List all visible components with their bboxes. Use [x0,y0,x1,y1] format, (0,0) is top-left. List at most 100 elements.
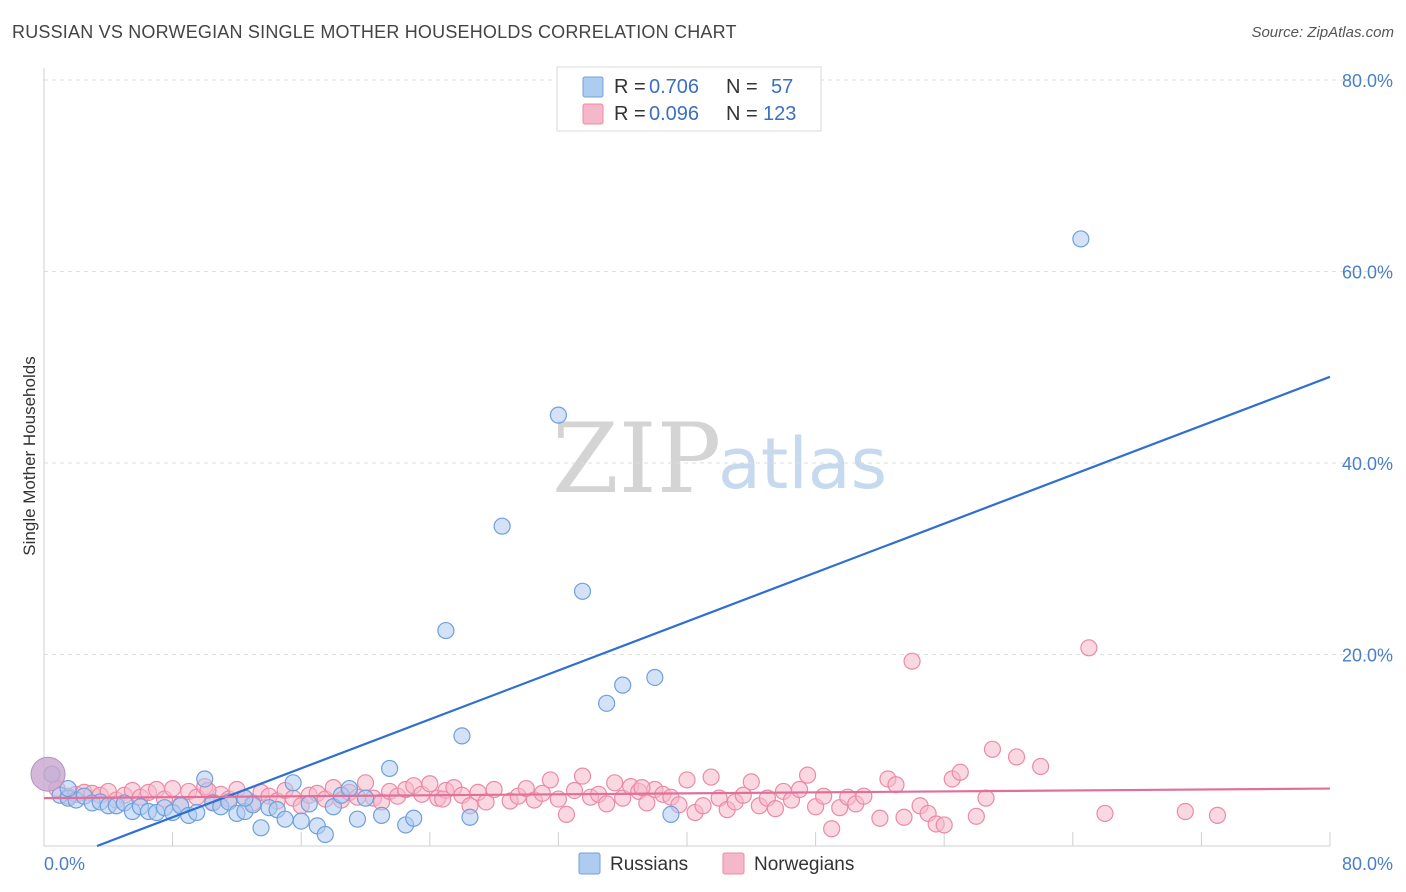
norwegians-point [434,790,452,808]
norwegians-point [798,766,817,784]
norwegians-point [678,771,696,789]
legend-r-label-norwegians: R = [614,103,646,125]
norwegians-point [734,786,752,804]
russians-point [437,621,455,640]
norwegians-point [855,787,873,805]
norwegians-point [598,795,616,813]
russians-point [646,668,664,687]
bottom-legend-swatch-russians [578,852,601,875]
russians-point [461,808,479,826]
norwegians-point [1007,748,1026,766]
x-tick-labels: 0.0% 80.0% [44,854,1393,874]
source-label: Source: ZipAtlas.com [1251,24,1394,41]
russians-point [614,676,632,694]
russians-point [372,806,391,824]
bottom-legend-norwegians: Norwegians [754,854,854,875]
norwegians-point [633,778,651,797]
russians-point [453,727,471,745]
correlation-legend: R = 0.706 N = 57 R = 0.096 N = 123 [556,66,822,132]
y-tick-label: 80.0% [1342,71,1393,91]
norwegians-trend-line [43,787,1331,800]
norwegians-point [1208,806,1227,824]
y-tick-labels: 20.0% 40.0% 60.0% 80.0% [1342,71,1393,666]
norwegians-point [485,780,503,799]
watermark: ZIP atlas [552,403,887,515]
x-tick-label: 80.0% [1342,854,1393,874]
norwegians-point [1096,804,1114,823]
bottom-legend-russians: Russians [610,854,688,875]
norwegians-point [815,787,833,805]
legend-swatch-norwegians [582,103,604,125]
x-minor-ticks [172,832,1331,846]
y-axis-label: Single Mother Households [20,356,39,555]
russians-point [662,805,680,824]
trend-lines [43,375,1331,848]
chart-title: RUSSIAN VS NORWEGIAN SINGLE MOTHER HOUSE… [12,22,737,42]
russians-trend-line [96,375,1331,848]
x-tick-label: 0.0% [44,854,85,874]
norwegians-point [951,763,969,781]
norwegians-point [1176,802,1194,821]
norwegians-point [895,808,913,826]
russians-large-point [30,756,66,792]
norwegians-point [823,820,841,838]
grid-lines [44,79,1392,655]
series-legend: Russians Norwegians [578,852,854,875]
norwegians-point [903,652,921,670]
russians-point [284,774,302,792]
russians-point [276,810,294,828]
y-tick-label: 60.0% [1342,263,1393,283]
norwegians-point [557,805,576,824]
russians-point [1072,230,1090,248]
russians-point [549,406,568,424]
legend-n-value-norwegians: 123 [763,103,796,125]
norwegians-point [421,775,439,793]
legend-r-value-russians: 0.706 [649,76,699,98]
norwegians-point [606,774,624,792]
legend-r-label-russians: R = [614,76,646,98]
y-tick-label: 20.0% [1342,646,1393,666]
legend-r-value-norwegians: 0.096 [649,103,699,125]
russians-point [59,779,77,798]
norwegians-point [1080,639,1098,657]
russians-point [405,809,423,827]
norwegians-point [742,773,760,791]
russians-point [340,779,359,798]
norwegians-point [638,794,656,812]
russians-point [348,810,367,828]
russians-point [493,517,511,535]
bottom-legend-swatch-norwegians [722,852,745,875]
norwegians-point [967,807,985,825]
norwegians-point [790,780,809,799]
legend-n-label-russians: N = [726,76,758,98]
norwegians-point [702,768,720,786]
norwegians-point [573,767,592,785]
russians-point [573,582,592,600]
russians-point [292,812,310,830]
norwegians-point [766,800,785,818]
norwegians-point [887,776,905,794]
norwegians-point [565,781,584,800]
norwegians-point [164,779,182,798]
norwegians-point [871,809,889,827]
russians-point [316,825,334,844]
y-tick-label: 40.0% [1342,454,1393,474]
norwegians-point [977,789,995,807]
norwegians-point [935,816,953,834]
russians-point [598,694,616,712]
watermark-zip: ZIP [552,403,721,515]
russians-point [196,770,214,788]
russians-point [381,759,399,778]
legend-n-label-norwegians: N = [726,103,758,125]
russians-point [252,819,270,837]
russians-point [300,795,318,813]
russians-points [30,230,1090,844]
norwegians-point [1032,757,1050,776]
norwegians-point [983,740,1002,758]
russians-point [356,789,375,807]
norwegians-point [356,774,375,792]
watermark-atlas: atlas [718,423,887,505]
norwegians-point [541,771,559,789]
legend-swatch-russians [582,76,604,98]
